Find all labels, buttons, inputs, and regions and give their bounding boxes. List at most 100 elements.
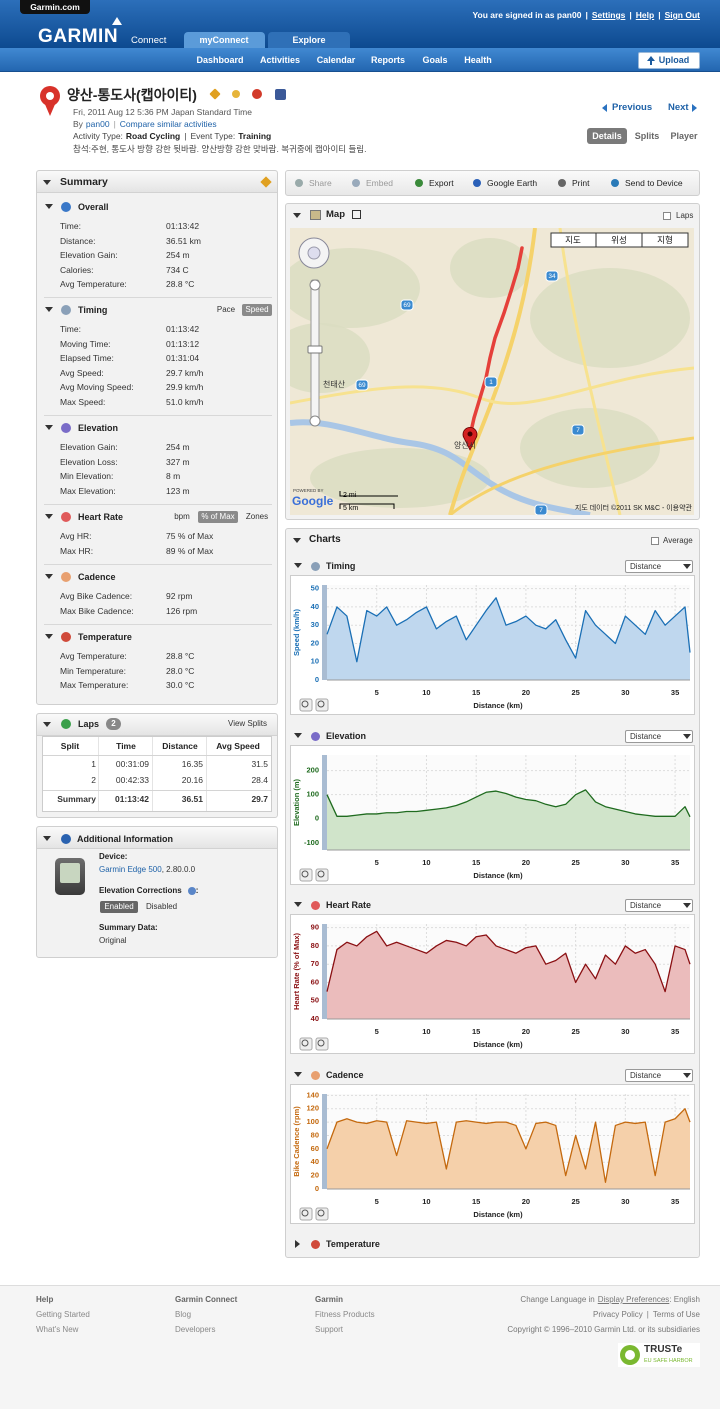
checkbox <box>651 537 659 545</box>
map-type[interactable]: 지형 <box>657 235 673 245</box>
previous-text[interactable]: Previous <box>612 102 653 113</box>
user[interactable]: pan00 <box>85 119 110 129</box>
rows-text: 8 m <box>166 471 181 481</box>
y-tick-label: 140 <box>306 1090 319 1099</box>
zoom-icon <box>301 870 309 878</box>
x-tick-label: 5 <box>375 1027 379 1036</box>
map-google-logo: Google <box>292 494 334 508</box>
nav-text[interactable]: Calendar <box>316 55 356 65</box>
x-tick-label: 35 <box>671 1027 679 1036</box>
toggles-text[interactable]: bpm <box>174 512 190 521</box>
selector-text[interactable]: Distance <box>630 731 662 741</box>
nav-text[interactable]: Dashboard <box>196 55 244 65</box>
toggles-text[interactable]: Zones <box>245 512 269 521</box>
road-shield <box>484 376 498 388</box>
device[interactable]: Garmin Edge 500 <box>99 865 162 874</box>
options-text[interactable]: Disabled <box>146 902 178 911</box>
links[interactable]: Help <box>635 10 655 20</box>
toggle-active <box>242 304 272 316</box>
compare[interactable]: Compare similar activities <box>119 119 217 129</box>
section-icon <box>61 572 71 582</box>
next-text[interactable]: Next <box>668 102 689 113</box>
title-text: Help <box>36 1295 54 1304</box>
arrow-icon <box>683 564 691 569</box>
title-text: Laps <box>78 719 100 729</box>
selector-text[interactable]: Distance <box>630 561 662 571</box>
road-shield <box>355 379 369 391</box>
nav-text[interactable]: Activities <box>259 55 301 65</box>
map-type[interactable]: 위성 <box>611 235 627 245</box>
upload-text[interactable]: Upload <box>658 55 690 65</box>
items-text[interactable]: Export <box>429 178 454 188</box>
table-row-line <box>43 755 271 756</box>
arrow-icon <box>293 213 301 218</box>
links-text[interactable]: What's New <box>36 1325 79 1334</box>
map-type[interactable]: 지도 <box>565 235 581 245</box>
tabs-text[interactable]: myConnect <box>199 35 249 45</box>
selector-text[interactable]: Distance <box>630 900 662 910</box>
arrow-icon <box>294 563 302 568</box>
data-line <box>326 930 691 993</box>
toolbar-icon <box>295 179 303 187</box>
items-text[interactable]: Print <box>572 178 590 188</box>
text-row: By pan00 | Compare similar activities <box>73 117 217 131</box>
items-text[interactable]: Google Earth <box>487 178 538 188</box>
laps-text[interactable]: Laps <box>676 211 694 220</box>
nav-text[interactable]: Health <box>464 55 492 65</box>
area-fill <box>327 931 690 1019</box>
links[interactable]: Settings <box>591 10 626 20</box>
axis-select <box>625 899 693 912</box>
rows-text: 01:13:12 <box>166 338 200 349</box>
site-text[interactable]: Garmin.com <box>30 2 80 12</box>
map-terrain <box>450 238 530 298</box>
terms[interactable]: Terms of Use <box>652 1310 700 1319</box>
separator: | <box>646 1310 649 1319</box>
selector-text[interactable]: Distance <box>630 1070 662 1080</box>
display-pref[interactable]: Display Preferences <box>597 1295 670 1304</box>
x-tick-label: 15 <box>472 858 480 867</box>
nav-text[interactable]: Goals <box>422 55 448 65</box>
nav-text[interactable]: Reports <box>370 55 406 65</box>
links-text[interactable]: Fitness Products <box>315 1310 375 1319</box>
popout-icon <box>352 210 361 219</box>
section-divider <box>44 564 272 565</box>
rows-text: Max HR: <box>60 545 94 556</box>
map-marker-dot <box>467 431 473 437</box>
arrow-icon <box>294 902 302 907</box>
rows-text: Elevation Gain: <box>60 442 118 452</box>
privacy[interactable]: Privacy Policy <box>593 1310 643 1319</box>
average-text[interactable]: Average <box>663 536 693 545</box>
rows-text: 28.4 <box>251 775 268 785</box>
description-text: 참석:주현, 통도사 방향 강한 뒷바람. 양산방향 강한 맞바람. 복귀중에 … <box>73 144 367 154</box>
rows-text: 734 C <box>166 264 189 275</box>
arrow-icon <box>295 1240 300 1248</box>
edit-icon <box>209 88 221 100</box>
summary-label-text: Summary Data: <box>99 923 158 932</box>
views-text[interactable]: Player <box>670 131 698 141</box>
options-text[interactable]: Enabled <box>104 902 134 911</box>
view-splits-text[interactable]: View Splits <box>228 719 267 728</box>
views-text[interactable]: Splits <box>634 131 660 141</box>
links-text[interactable]: Support <box>315 1325 344 1334</box>
table-row-line <box>43 790 271 791</box>
text-row: Privacy Policy | Terms of Use <box>593 1308 700 1322</box>
toggles-text[interactable]: Speed <box>245 305 269 314</box>
tabs-text[interactable]: Explore <box>292 35 326 45</box>
columns-text: Split <box>60 741 80 751</box>
truste-icon-inner <box>625 1350 635 1360</box>
map-scale-bar <box>339 491 398 509</box>
arrow-icon <box>293 538 301 543</box>
y-tick-label: -100 <box>304 838 319 847</box>
links-text[interactable]: Developers <box>175 1325 216 1334</box>
toggles-text[interactable]: % of Max <box>201 512 235 521</box>
toggles-text[interactable]: Pace <box>216 305 236 314</box>
views-text[interactable]: Details <box>592 131 622 141</box>
delete-icon <box>252 89 262 99</box>
road-shield <box>545 270 559 282</box>
links-text[interactable]: Getting Started <box>36 1310 90 1319</box>
items-text[interactable]: Send to Device <box>625 178 683 188</box>
text-row: Garmin Edge 500, 2.80.0.0 <box>99 863 195 877</box>
links-text[interactable]: Blog <box>175 1310 192 1319</box>
links[interactable]: Sign Out <box>664 10 700 20</box>
